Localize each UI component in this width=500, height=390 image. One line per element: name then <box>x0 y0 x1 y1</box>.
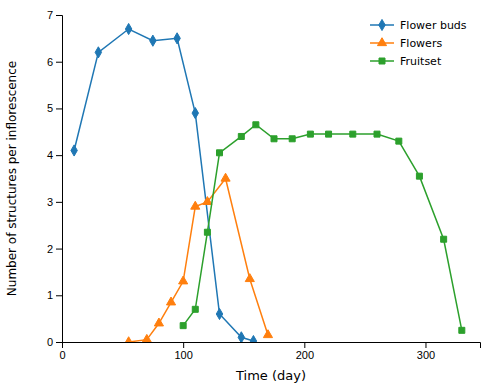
legend-symbol <box>377 38 386 46</box>
tick-mark <box>304 342 305 348</box>
point <box>441 236 447 242</box>
tick-mark <box>56 342 62 343</box>
series-line <box>129 179 268 343</box>
point <box>95 47 101 58</box>
tick: 5 <box>47 102 62 114</box>
point <box>124 337 133 342</box>
marks <box>71 23 465 342</box>
point <box>271 136 277 142</box>
x-axis: 0 100 200 300 <box>59 342 480 361</box>
point <box>180 323 186 329</box>
chart: 0 100 200 300 0 1 2 3 4 5 6 7 Flower buds Flowers Frui… <box>0 0 500 390</box>
legend: Flower buds Flowers Fruitset <box>370 19 467 68</box>
tick: 0 <box>47 336 62 348</box>
point <box>238 133 244 139</box>
tick: 0 <box>59 342 65 361</box>
axis-line <box>56 16 63 343</box>
axis-line <box>63 343 481 349</box>
tick-mark <box>56 108 62 109</box>
tick: 7 <box>47 9 62 21</box>
legend-entry: Flower buds <box>370 19 467 32</box>
y-axis-title: Number of structures per inflorescence <box>5 61 19 296</box>
point <box>350 131 356 137</box>
point <box>245 274 254 282</box>
tick: 200 <box>296 342 314 361</box>
tick-label: 4 <box>47 149 53 161</box>
tick: 3 <box>47 196 62 208</box>
point <box>216 308 222 319</box>
point <box>217 150 223 156</box>
tick-label: 200 <box>296 349 314 361</box>
legend-entry: Fruitset <box>370 55 442 68</box>
point <box>221 173 230 181</box>
tick-mark <box>425 342 426 348</box>
point <box>191 201 200 209</box>
point <box>71 145 77 156</box>
tick-mark <box>56 295 62 296</box>
tick-mark <box>56 15 62 16</box>
legend-label: Fruitset <box>400 55 442 68</box>
tick: 100 <box>174 342 192 361</box>
tick-label: 100 <box>174 349 192 361</box>
x-axis-title: Time (day) <box>235 368 306 383</box>
legend-symbol <box>379 58 385 64</box>
y-axis: 0 1 2 3 4 5 6 7 <box>47 9 63 348</box>
legend-entry: Flowers <box>370 37 442 50</box>
point <box>238 332 244 342</box>
tick-label: 6 <box>47 56 53 68</box>
tick-mark <box>183 342 184 348</box>
tick-mark <box>56 155 62 156</box>
point <box>150 35 156 46</box>
point <box>326 131 332 137</box>
point <box>263 330 272 338</box>
tick-label: 3 <box>47 196 53 208</box>
point <box>250 335 256 342</box>
point <box>179 276 188 284</box>
tick-label: 2 <box>47 243 53 255</box>
point <box>174 33 180 44</box>
point <box>203 197 212 205</box>
tick: 2 <box>47 243 62 255</box>
tick-mark <box>56 62 62 63</box>
tick-label: 300 <box>417 349 435 361</box>
tick-mark <box>56 202 62 203</box>
point <box>396 138 402 144</box>
tick-label: 1 <box>47 289 53 301</box>
point <box>307 131 313 137</box>
tick-label: 7 <box>47 9 53 21</box>
point <box>192 306 198 312</box>
plot: 0 100 200 300 0 1 2 3 4 5 6 7 Flower buds Flowers Frui… <box>47 9 481 361</box>
point <box>289 136 295 142</box>
tick-mark <box>56 249 62 250</box>
tick: 300 <box>417 342 435 361</box>
point <box>459 327 465 333</box>
tick-label: 0 <box>59 349 65 361</box>
point <box>204 229 210 235</box>
point <box>374 131 380 137</box>
point <box>125 23 131 34</box>
tick-label: 5 <box>47 102 53 114</box>
series-line <box>183 125 462 331</box>
tick: 6 <box>47 56 62 68</box>
tick: 4 <box>47 149 62 161</box>
point <box>253 122 259 128</box>
point <box>166 297 175 305</box>
tick-label: 0 <box>47 336 53 348</box>
legend-symbol <box>379 19 385 30</box>
point <box>416 173 422 179</box>
legend-label: Flower buds <box>400 19 467 32</box>
point <box>142 334 151 342</box>
point <box>154 318 163 326</box>
legend-label: Flowers <box>400 37 442 50</box>
tick: 1 <box>47 289 62 301</box>
point <box>192 108 198 119</box>
